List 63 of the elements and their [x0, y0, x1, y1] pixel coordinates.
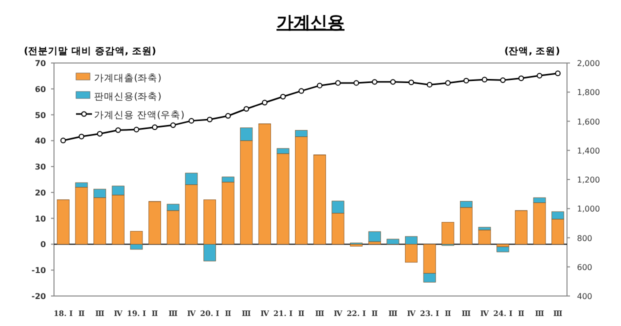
- point: [280, 94, 286, 100]
- bar: [313, 154, 326, 244]
- y-axis-title: (전분기말 대비 증감액, 조원): [24, 46, 156, 57]
- legend-label: 가계신용 잔액(우축): [94, 110, 184, 121]
- y2-tick-label: 800: [577, 234, 592, 243]
- point: [518, 75, 524, 82]
- point: [60, 138, 66, 144]
- y-tick-label: 60: [34, 84, 46, 94]
- bar: [386, 238, 400, 244]
- bar: [478, 230, 491, 244]
- point: [115, 127, 121, 133]
- y-tick-label: 0: [40, 240, 46, 250]
- y-tick-label: 10: [34, 214, 46, 224]
- point: [170, 122, 176, 128]
- y-tick-label: 40: [34, 136, 46, 146]
- bar: [514, 210, 528, 244]
- y2-tick-label: 600: [577, 262, 592, 272]
- y2-tick-label: 2,000: [577, 59, 600, 68]
- point: [78, 134, 84, 140]
- point: [555, 70, 561, 76]
- y-tick-label: 70: [34, 59, 46, 68]
- point: [188, 118, 194, 124]
- y2-tick-label: 1,800: [577, 88, 600, 98]
- y2-tick-label: 1,200: [577, 176, 600, 184]
- point: [482, 76, 488, 82]
- bar: [258, 124, 271, 244]
- point: [225, 113, 231, 119]
- point: [206, 116, 213, 122]
- point: [97, 130, 103, 137]
- y-tick-label: 30: [34, 162, 46, 172]
- bar: [442, 222, 454, 244]
- bar: [368, 231, 381, 242]
- point: [500, 77, 506, 83]
- y-tick-label: 20: [34, 188, 46, 198]
- y2-axis-title: (잔액, 조원): [504, 46, 560, 57]
- point: [316, 82, 322, 88]
- legend-label: 판매신용(좌축): [94, 92, 162, 102]
- point: [152, 124, 158, 130]
- y2-tick-label: 1,000: [577, 204, 600, 214]
- point: [463, 78, 470, 84]
- point: [536, 72, 542, 78]
- y-tick-label: -20: [32, 292, 46, 301]
- point: [335, 80, 341, 86]
- point: [244, 106, 250, 112]
- point: [372, 79, 378, 85]
- bar: [496, 246, 510, 252]
- point: [445, 80, 451, 86]
- point: [408, 80, 414, 86]
- y-tick-label: -10: [32, 266, 46, 276]
- y-tick-label: 50: [34, 110, 46, 120]
- point: [262, 100, 268, 106]
- legend-label: 가계대출(좌축): [94, 73, 162, 84]
- chart-title: 가계신용: [276, 13, 344, 33]
- y2-tick-label: 400: [577, 292, 592, 301]
- point: [426, 82, 432, 88]
- y2-tick-label: 1,600: [577, 117, 600, 126]
- point: [390, 79, 396, 85]
- point: [134, 126, 140, 132]
- y2-tick-label: 1,400: [577, 146, 600, 156]
- bar: [56, 199, 70, 244]
- point: [298, 88, 304, 94]
- point: [354, 80, 360, 86]
- bar: [148, 201, 162, 244]
